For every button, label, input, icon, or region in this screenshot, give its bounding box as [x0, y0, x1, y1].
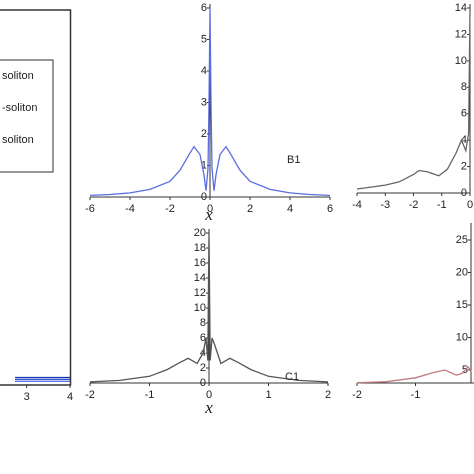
x-tick-label: -2	[409, 199, 419, 211]
data-line	[356, 365, 472, 384]
data-line	[89, 232, 329, 383]
x-tick-label: 1	[265, 389, 271, 401]
x-tick-label: 2	[325, 389, 331, 401]
y-tick-label: 14	[455, 2, 467, 14]
y-tick-label: 2	[461, 160, 467, 172]
y-tick-label: 10	[194, 302, 206, 314]
x-tick-label: 4	[67, 391, 73, 403]
legend-entry: soliton	[2, 134, 34, 146]
x-tick-label: 0	[207, 203, 213, 215]
y-tick-label: 4	[461, 134, 467, 146]
x-tick-label: -4	[352, 199, 362, 211]
x-tick-label: 0	[206, 389, 212, 401]
y-tick-label: 6	[461, 108, 467, 120]
y-tick-label: 0	[200, 377, 206, 389]
data-line	[89, 7, 331, 197]
plot-frame	[0, 9, 72, 386]
y-tick-label: 2	[200, 362, 206, 374]
y-tick-label: 0	[461, 187, 467, 199]
y-tick-label: 8	[200, 317, 206, 329]
y-tick-label: 14	[194, 272, 206, 284]
x-tick-label: 0	[467, 199, 473, 211]
annotation: B1	[287, 154, 300, 166]
x-axis-label: x	[204, 398, 213, 417]
x-tick-label: 2	[247, 203, 253, 215]
x-tick-label: -2	[165, 203, 175, 215]
y-tick-label: 20	[194, 227, 206, 239]
x-tick-label: -1	[145, 389, 155, 401]
y-tick-label: 15	[456, 299, 468, 311]
y-tick-label: 12	[194, 287, 206, 299]
x-tick-label: -2	[85, 389, 95, 401]
y-tick-label: 20	[456, 266, 468, 278]
data-line	[356, 7, 471, 190]
x-tick-label: 3	[24, 391, 30, 403]
legend-entry: -soliton	[2, 102, 37, 114]
x-tick-label: 4	[287, 203, 293, 215]
y-tick-label: 6	[200, 332, 206, 344]
y-tick-label: 0	[201, 191, 207, 203]
x-tick-label: -6	[85, 203, 95, 215]
legend-entry: soliton	[2, 70, 34, 82]
x-tick-label: 6	[327, 203, 333, 215]
annotation: C1	[285, 371, 299, 383]
y-tick-label: 16	[194, 257, 206, 269]
y-tick-label: 25	[456, 234, 468, 246]
y-tick-label: 2	[201, 128, 207, 140]
x-tick-label: -1	[411, 389, 421, 401]
legend-box	[0, 59, 54, 173]
x-tick-label: -3	[380, 199, 390, 211]
x-tick-label: -1	[437, 199, 447, 211]
x-tick-label: -2	[352, 389, 362, 401]
y-tick-label: 1	[201, 159, 207, 171]
y-tick-label: 5	[201, 33, 207, 45]
y-tick-label: 10	[456, 331, 468, 343]
y-tick-label: 6	[201, 2, 207, 14]
x-tick-label: -4	[125, 203, 135, 215]
y-tick-label: 4	[201, 65, 207, 77]
y-tick-label: 8	[461, 81, 467, 93]
y-tick-label: 3	[201, 96, 207, 108]
y-tick-label: 10	[455, 55, 467, 67]
y-tick-label: 18	[194, 242, 206, 254]
x-axis-label: x	[204, 205, 213, 224]
y-tick-label: 12	[455, 28, 467, 40]
